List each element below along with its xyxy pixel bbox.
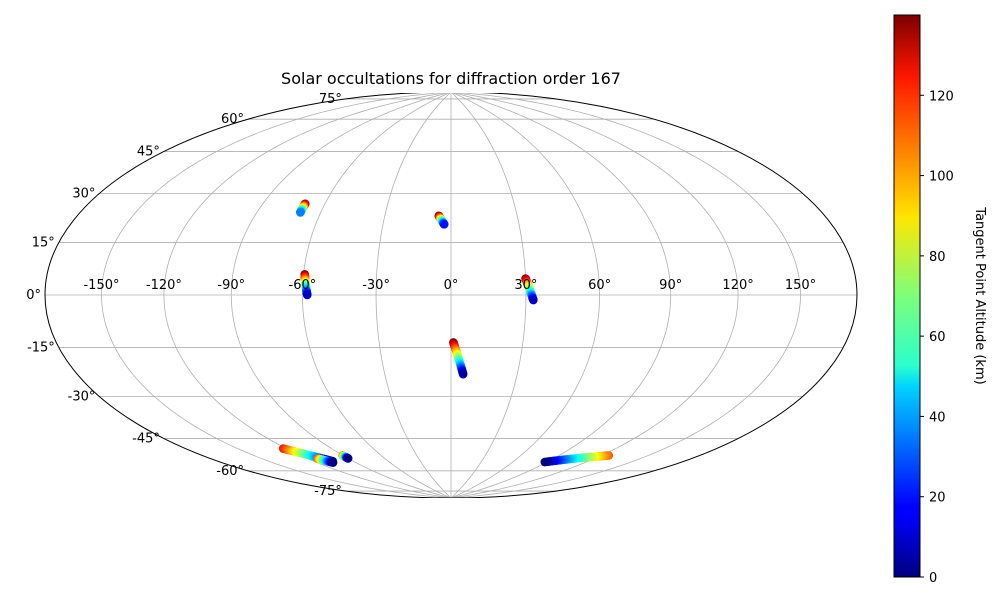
graticule-grid	[45, 93, 857, 498]
longitude-tick-label: -120°	[146, 278, 182, 293]
longitude-tick-label: 0°	[444, 278, 459, 293]
occultation-point	[296, 208, 305, 217]
colorbar-tick-label: 0	[929, 571, 937, 586]
longitude-tick-label: 30°	[514, 278, 537, 293]
longitude-tick-labels: -150° -120° -90° -60° -30° 0° 30° 60° 90° 120° 150…	[83, 278, 816, 293]
colorbar-tick-label: 40	[929, 410, 946, 425]
colorbar: 0 20 40 60 80 100 120 Tangent Point Altitude (…	[893, 14, 987, 586]
longitude-tick-label: 60°	[588, 278, 611, 293]
colorbar-tick-label: 120	[929, 89, 954, 104]
longitude-tick-label: -150°	[83, 278, 119, 293]
occultation-point	[458, 369, 468, 379]
latitude-tick-label: 75°	[319, 92, 342, 107]
occultation-point	[328, 458, 338, 467]
latitude-tick-label: 60°	[221, 112, 244, 127]
latitude-tick-label: -60°	[216, 464, 244, 479]
longitude-tick-label: 150°	[785, 278, 816, 293]
colorbar-label: Tangent Point Altitude (km)	[972, 206, 987, 384]
colorbar-gradient	[893, 14, 921, 578]
latitude-tick-label: 45°	[137, 145, 160, 160]
latitude-tick-label: -15°	[27, 341, 55, 356]
latitude-tick-label: 15°	[32, 236, 55, 251]
longitude-tick-label: 90°	[659, 278, 682, 293]
colorbar-tick-label: 60	[929, 330, 946, 345]
occultation-point	[439, 220, 449, 229]
latitude-tick-labels: -75° -60° -45° -30° -15° 0° 15° 30° 45° 60° 75°	[26, 92, 342, 499]
longitude-tick-label: -60°	[289, 278, 317, 293]
occultation-point	[302, 290, 312, 300]
colorbar-tick-label: 20	[929, 491, 946, 506]
map-frame	[44, 93, 858, 498]
occultation-point	[540, 457, 550, 467]
latitude-tick-label: -30°	[68, 390, 96, 405]
colorbar-tick-label: 80	[929, 250, 946, 265]
chart-title: Solar occultations for diffraction order…	[281, 69, 621, 88]
occultation-tracks	[278, 199, 614, 467]
latitude-tick-label: -45°	[132, 432, 160, 447]
longitude-tick-label: -30°	[362, 278, 390, 293]
latitude-tick-label: -75°	[314, 484, 342, 499]
longitude-tick-label: -90°	[217, 278, 245, 293]
latitude-tick-label: 30°	[72, 187, 95, 202]
occultation-point	[529, 295, 538, 305]
colorbar-ticks: 0 20 40 60 80 100 120	[920, 89, 954, 586]
latitude-tick-label: 0°	[26, 288, 41, 303]
longitude-tick-label: 120°	[722, 278, 753, 293]
colorbar-tick-label: 100	[929, 170, 954, 185]
occultation-point	[343, 454, 353, 463]
